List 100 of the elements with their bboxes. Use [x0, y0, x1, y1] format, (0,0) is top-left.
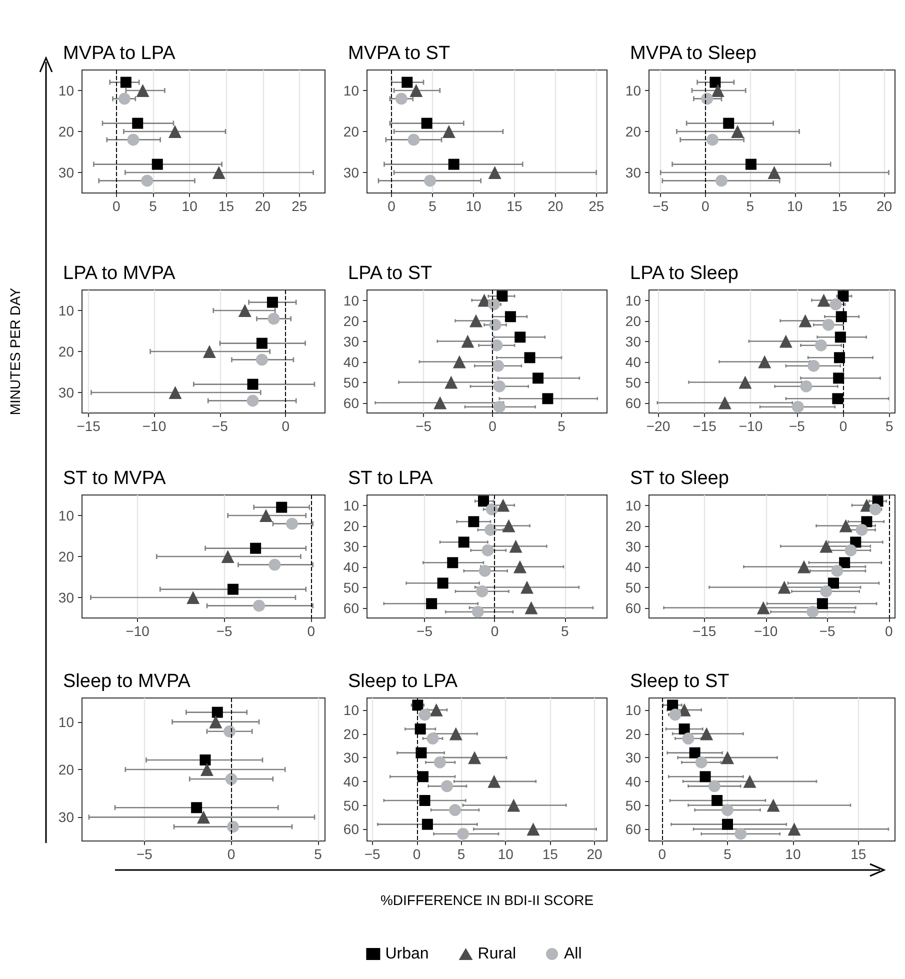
y-tick-label: 40 — [343, 354, 360, 370]
x-tick-label: −5 — [364, 846, 381, 862]
y-tick-label: 50 — [625, 374, 642, 390]
x-tick-label: −10 — [126, 623, 150, 639]
x-tick-label: 25 — [588, 198, 604, 214]
chart-title: ST to Sleep — [630, 468, 729, 489]
y-tick-label: 20 — [343, 312, 360, 329]
y-tick-label: 10 — [58, 508, 74, 524]
y-tick-label: 30 — [343, 750, 360, 766]
x-tick-label: 20 — [548, 198, 564, 214]
y-axis-title: MINUTES PER DAY — [7, 287, 23, 416]
chart-title: MVPA to ST — [348, 43, 450, 64]
x-axis-title: %DIFFERENCE IN BDI-II SCORE — [380, 892, 594, 908]
y-tick-label: 30 — [343, 333, 360, 350]
chart-title: Sleep to LPA — [348, 671, 458, 692]
chart-title: LPA to MVPA — [63, 263, 176, 284]
x-tick-label: −10 — [142, 418, 166, 434]
x-tick-label: −5 — [212, 418, 228, 434]
x-tick-label: 10 — [498, 846, 514, 862]
x-tick-label: −5 — [216, 623, 233, 639]
y-tick-label: 30 — [58, 809, 74, 826]
x-tick-label: 5 — [746, 198, 754, 214]
legend-label: All — [564, 946, 582, 962]
x-tick-label: 0 — [839, 418, 848, 434]
x-tick-label: 0 — [658, 846, 666, 862]
x-tick-label: −20 — [646, 418, 670, 434]
y-tick-label: 60 — [343, 394, 360, 411]
y-tick-label: 10 — [58, 82, 74, 98]
y-tick-label: 30 — [58, 590, 74, 606]
y-tick-label: 60 — [625, 821, 642, 838]
y-tick-label: 20 — [58, 762, 74, 778]
y-tick-label: 60 — [625, 394, 642, 411]
x-tick-label: 5 — [149, 198, 158, 214]
y-tick-label: 10 — [343, 702, 360, 718]
y-tick-label: 30 — [343, 538, 360, 554]
x-tick-label: −5 — [819, 623, 836, 639]
x-tick-label: 10 — [785, 846, 801, 862]
y-tick-label: 10 — [625, 82, 642, 98]
y-tick-label: 50 — [343, 797, 360, 814]
y-tick-label: 20 — [58, 124, 74, 140]
chart-title: ST to MVPA — [63, 468, 166, 489]
x-tick-label: 10 — [787, 198, 803, 214]
x-tick-label: 15 — [542, 846, 558, 862]
x-tick-label: 0 — [307, 623, 316, 639]
y-tick-label: 40 — [625, 773, 642, 790]
y-tick-label: 20 — [625, 726, 642, 742]
y-tick-label: 50 — [343, 579, 360, 596]
x-tick-label: 0 — [490, 623, 499, 639]
y-tick-label: 40 — [343, 773, 360, 790]
y-tick-label: 60 — [343, 821, 360, 838]
x-tick-label: 0 — [388, 198, 396, 214]
chart-title: MVPA to LPA — [63, 43, 176, 64]
x-tick-label: 0 — [884, 623, 893, 639]
x-tick-label: 5 — [428, 198, 437, 214]
legend-label: Rural — [478, 946, 516, 962]
y-tick-label: 30 — [625, 164, 642, 180]
x-tick-label: −5 — [416, 418, 432, 434]
chart-title: MVPA to Sleep — [630, 43, 756, 64]
chart-title: Sleep to MVPA — [63, 671, 191, 692]
y-tick-label: 30 — [58, 164, 74, 180]
x-tick-label: 10 — [466, 198, 482, 214]
x-tick-label: 20 — [876, 198, 892, 214]
y-tick-label: 20 — [343, 124, 360, 140]
y-tick-label: 10 — [343, 497, 360, 514]
y-tick-label: 40 — [343, 558, 360, 575]
y-tick-label: 10 — [625, 292, 642, 308]
y-tick-label: 30 — [58, 384, 74, 400]
x-tick-label: 5 — [724, 846, 732, 862]
chart-title: LPA to ST — [348, 263, 433, 284]
y-tick-label: 20 — [625, 124, 642, 140]
x-tick-label: −10 — [738, 418, 763, 434]
y-tick-label: 10 — [625, 497, 642, 514]
chart-title: LPA to Sleep — [630, 263, 738, 284]
chart-title: Sleep to ST — [630, 671, 730, 692]
y-tick-label: 20 — [343, 726, 360, 742]
x-tick-label: 20 — [254, 198, 271, 214]
y-tick-label: 20 — [625, 312, 642, 329]
x-tick-label: 5 — [558, 418, 566, 434]
y-tick-label: 30 — [625, 750, 642, 766]
y-tick-label: 10 — [58, 714, 74, 730]
x-tick-label: 5 — [457, 846, 466, 862]
y-tick-label: 20 — [625, 518, 642, 534]
y-tick-label: 10 — [343, 292, 360, 308]
y-tick-label: 20 — [58, 548, 74, 564]
y-tick-label: 10 — [58, 302, 74, 318]
x-tick-label: −5 — [788, 418, 806, 434]
y-tick-label: 40 — [625, 558, 642, 575]
y-tick-label: 10 — [625, 702, 642, 718]
y-tick-label: 20 — [343, 518, 360, 534]
x-tick-label: 10 — [182, 198, 198, 214]
y-tick-label: 30 — [625, 333, 642, 350]
y-tick-label: 50 — [625, 797, 642, 814]
y-tick-label: 50 — [343, 374, 360, 390]
x-tick-label: 15 — [218, 198, 234, 214]
x-tick-label: −5 — [652, 198, 669, 214]
x-tick-label: 0 — [701, 198, 710, 214]
x-tick-label: 0 — [112, 198, 120, 214]
y-tick-label: 40 — [625, 354, 642, 370]
x-tick-label: −15 — [692, 418, 717, 434]
x-tick-label: −10 — [754, 623, 778, 639]
